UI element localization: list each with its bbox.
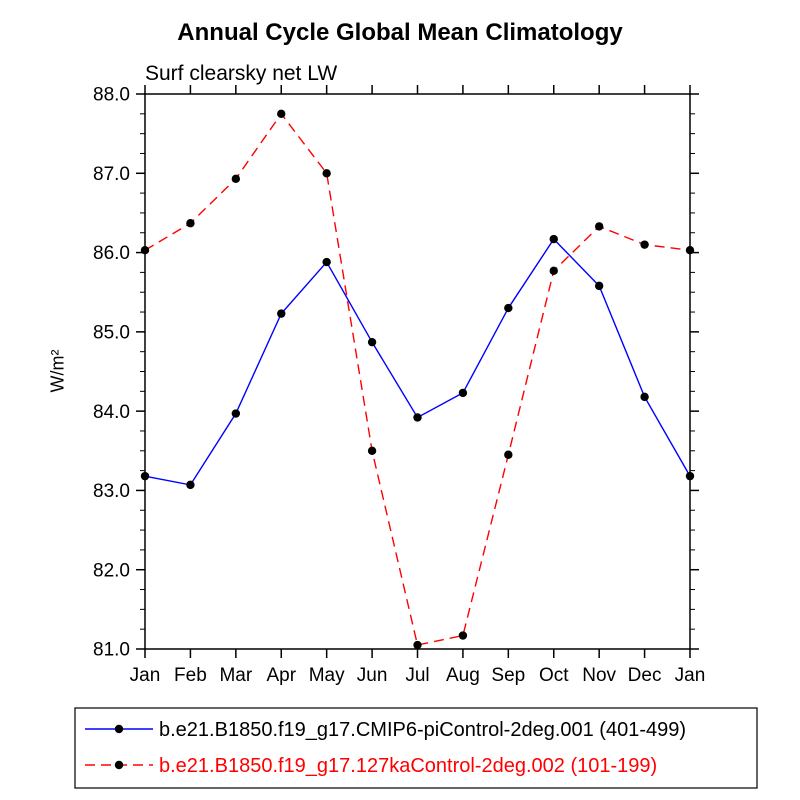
x-tick-label: Dec [628, 665, 662, 686]
y-tick-label: 87.0 [93, 164, 130, 185]
legend: b.e21.B1850.f19_g17.CMIP6-piControl-2deg… [74, 707, 758, 789]
data-point-marker [322, 169, 331, 178]
plot-frame [144, 93, 691, 650]
legend-box [74, 707, 758, 789]
y-axis-label: W/m² [47, 350, 67, 393]
y-tick-label: 88.0 [93, 85, 130, 106]
x-tick-label: Nov [582, 665, 616, 686]
data-point-marker [549, 266, 558, 276]
legend-label: b.e21.B1850.f19_g17.CMIP6-piControl-2deg… [159, 719, 686, 741]
chart-subtitle: Surf clearsky net LW [145, 62, 337, 85]
data-point-marker [594, 281, 604, 291]
data-point-marker [458, 388, 468, 398]
data-point-marker [594, 222, 604, 231]
data-point-marker [504, 450, 513, 459]
data-point-marker [367, 446, 377, 455]
data-point-marker [685, 245, 695, 255]
data-point-marker [186, 480, 195, 490]
y-tick-label: 86.0 [93, 243, 130, 264]
data-point-marker [231, 174, 241, 184]
data-point-marker [458, 631, 468, 640]
x-tick-label: Aug [446, 665, 480, 686]
data-point-marker [640, 392, 649, 402]
y-tick-label: 83.0 [93, 481, 130, 502]
legend-marker [114, 724, 124, 734]
x-tick-label: Feb [174, 665, 207, 686]
data-point-marker [140, 245, 150, 255]
x-tick-label: Mar [219, 665, 252, 686]
axes: 81.0 82.0 83.0 84.0 85.0 86.0 87.0 88.0 Jan Feb Ma… [93, 85, 705, 686]
y-tick-label: 82.0 [93, 560, 130, 581]
y-tick-label: 81.0 [93, 640, 130, 661]
x-tick-label: Jan [130, 665, 161, 686]
data-point-marker [231, 409, 241, 418]
series-line-0 [144, 237, 691, 486]
data-point-marker [640, 240, 649, 249]
data-point-marker [685, 471, 695, 481]
data-point-marker [413, 413, 422, 422]
chart-title: Annual Cycle Global Mean Climatology [177, 19, 623, 46]
x-tick-label: Jul [405, 665, 429, 686]
x-tick-label: Jan [675, 665, 706, 686]
x-tick-label: Apr [266, 665, 296, 686]
y-tick-label: 85.0 [93, 323, 130, 344]
data-point-marker [367, 337, 377, 347]
x-tick-label: Sep [491, 665, 525, 686]
x-tick-label: Oct [539, 665, 569, 686]
series-layer [140, 109, 695, 650]
y-tick-label: 84.0 [93, 402, 130, 423]
legend-label: b.e21.B1850.f19_g17.127kaControl-2deg.00… [159, 755, 657, 777]
data-point-marker [322, 257, 331, 267]
data-point-marker [413, 640, 422, 650]
data-point-marker [549, 234, 558, 244]
data-point-marker [504, 303, 513, 313]
data-point-marker [140, 471, 150, 481]
x-tick-label: Jun [357, 665, 388, 686]
x-tick-label: May [309, 665, 345, 686]
data-point-marker [277, 109, 286, 119]
data-point-marker [277, 309, 286, 318]
data-point-marker [186, 219, 195, 228]
legend-marker [114, 760, 124, 770]
series-line-1 [144, 112, 691, 646]
